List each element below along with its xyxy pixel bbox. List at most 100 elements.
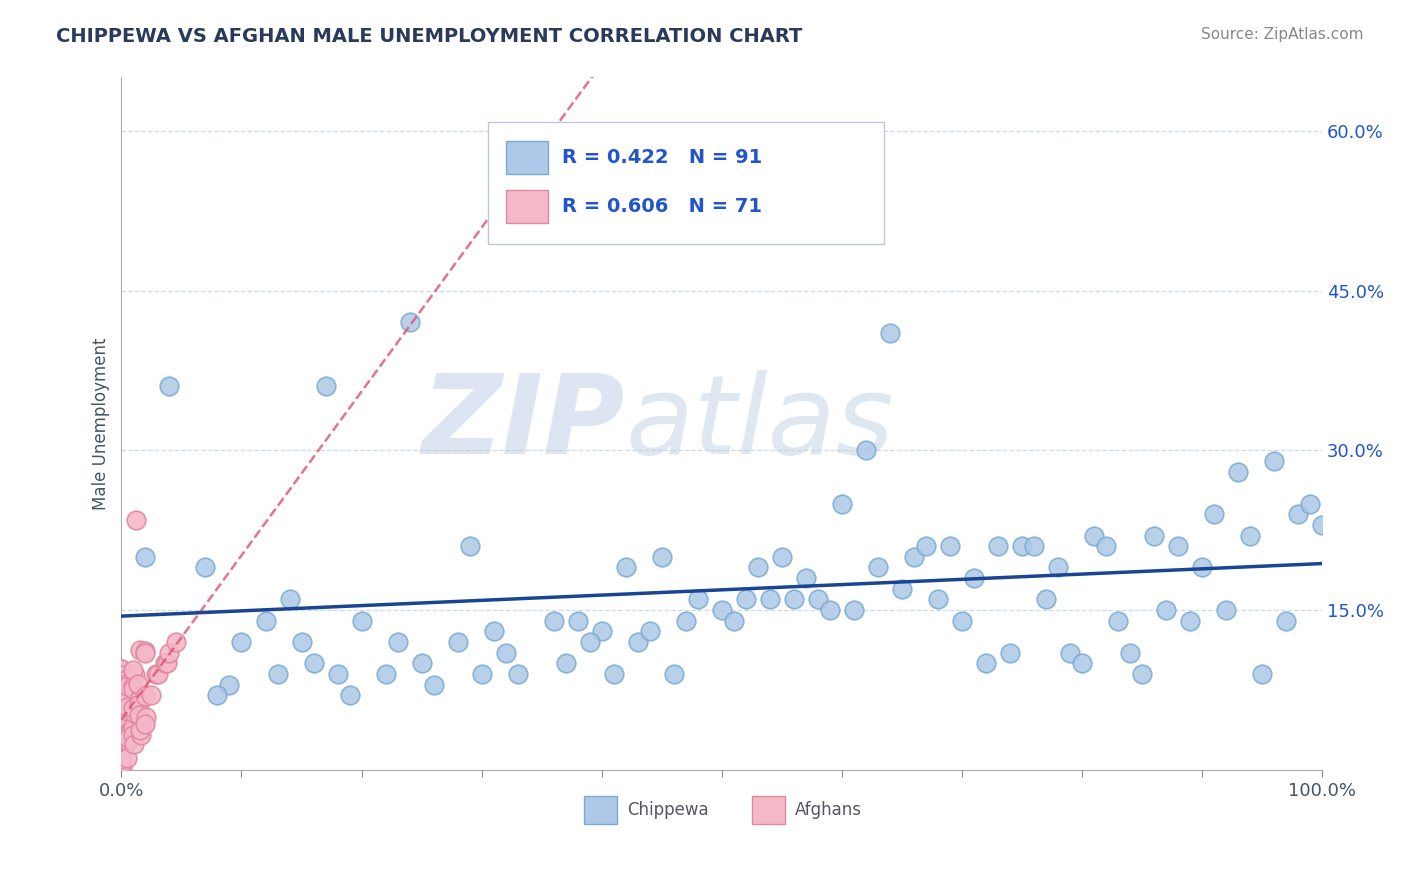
Point — [927, 592, 949, 607]
Point — [135, 710, 157, 724]
Point — [124, 737, 146, 751]
Point — [602, 667, 624, 681]
Point — [387, 635, 409, 649]
Point — [145, 667, 167, 681]
Point — [794, 571, 817, 585]
Point — [482, 624, 505, 639]
Point — [122, 728, 145, 742]
Point — [134, 549, 156, 564]
Point — [134, 689, 156, 703]
Point — [1107, 614, 1129, 628]
Point — [125, 512, 148, 526]
Point — [710, 603, 733, 617]
Point — [134, 643, 156, 657]
Point — [110, 662, 132, 676]
Point — [110, 733, 132, 747]
Point — [156, 657, 179, 671]
Point — [1095, 539, 1118, 553]
Point — [758, 592, 780, 607]
Point — [963, 571, 986, 585]
Point — [115, 701, 138, 715]
Point — [398, 316, 420, 330]
Point — [1275, 614, 1298, 628]
Text: CHIPPEWA VS AFGHAN MALE UNEMPLOYMENT CORRELATION CHART: CHIPPEWA VS AFGHAN MALE UNEMPLOYMENT COR… — [56, 27, 803, 45]
Point — [939, 539, 962, 553]
Point — [117, 725, 139, 739]
Point — [1130, 667, 1153, 681]
Y-axis label: Male Unemployment: Male Unemployment — [93, 337, 110, 510]
Point — [638, 624, 661, 639]
Point — [129, 642, 152, 657]
Point — [124, 667, 146, 681]
Point — [254, 614, 277, 628]
Point — [117, 734, 139, 748]
Point — [117, 674, 139, 689]
Point — [783, 592, 806, 607]
Point — [831, 497, 853, 511]
Point — [567, 614, 589, 628]
Point — [129, 688, 152, 702]
Point — [302, 657, 325, 671]
Point — [115, 729, 138, 743]
Point — [1263, 454, 1285, 468]
Point — [1310, 517, 1333, 532]
Point — [111, 720, 134, 734]
Point — [591, 624, 613, 639]
FancyBboxPatch shape — [488, 122, 884, 244]
Point — [1167, 539, 1189, 553]
Point — [530, 209, 553, 223]
Text: Source: ZipAtlas.com: Source: ZipAtlas.com — [1201, 27, 1364, 42]
Point — [110, 757, 132, 772]
Point — [122, 705, 145, 719]
Point — [1011, 539, 1033, 553]
Point — [578, 635, 600, 649]
Point — [1046, 560, 1069, 574]
Point — [122, 663, 145, 677]
Point — [818, 603, 841, 617]
Point — [866, 560, 889, 574]
Point — [1215, 603, 1237, 617]
Point — [903, 549, 925, 564]
Point — [122, 719, 145, 733]
Point — [1191, 560, 1213, 574]
Point — [747, 560, 769, 574]
Point — [651, 549, 673, 564]
Point — [675, 614, 697, 628]
Point — [115, 700, 138, 714]
Point — [458, 539, 481, 553]
Point — [1251, 667, 1274, 681]
Point — [146, 667, 169, 681]
Point — [987, 539, 1010, 553]
Point — [128, 693, 150, 707]
Point — [543, 614, 565, 628]
Point — [411, 657, 433, 671]
Point — [506, 667, 529, 681]
Point — [998, 646, 1021, 660]
Text: Afghans: Afghans — [794, 801, 862, 819]
Point — [1119, 646, 1142, 660]
Text: R = 0.606   N = 71: R = 0.606 N = 71 — [562, 197, 762, 216]
Point — [134, 646, 156, 660]
Point — [111, 762, 134, 776]
Point — [1070, 657, 1092, 671]
Point — [374, 667, 396, 681]
Point — [117, 689, 139, 703]
Point — [134, 717, 156, 731]
Point — [326, 667, 349, 681]
Point — [111, 751, 134, 765]
Point — [1143, 528, 1166, 542]
Point — [734, 592, 756, 607]
Point — [115, 679, 138, 693]
Point — [339, 689, 361, 703]
Point — [110, 741, 132, 756]
Point — [278, 592, 301, 607]
Point — [115, 728, 138, 742]
Point — [974, 657, 997, 671]
Point — [129, 723, 152, 738]
Point — [1022, 539, 1045, 553]
Point — [218, 678, 240, 692]
Point — [110, 662, 132, 676]
Point — [110, 706, 132, 721]
Point — [686, 592, 709, 607]
Point — [554, 657, 576, 671]
